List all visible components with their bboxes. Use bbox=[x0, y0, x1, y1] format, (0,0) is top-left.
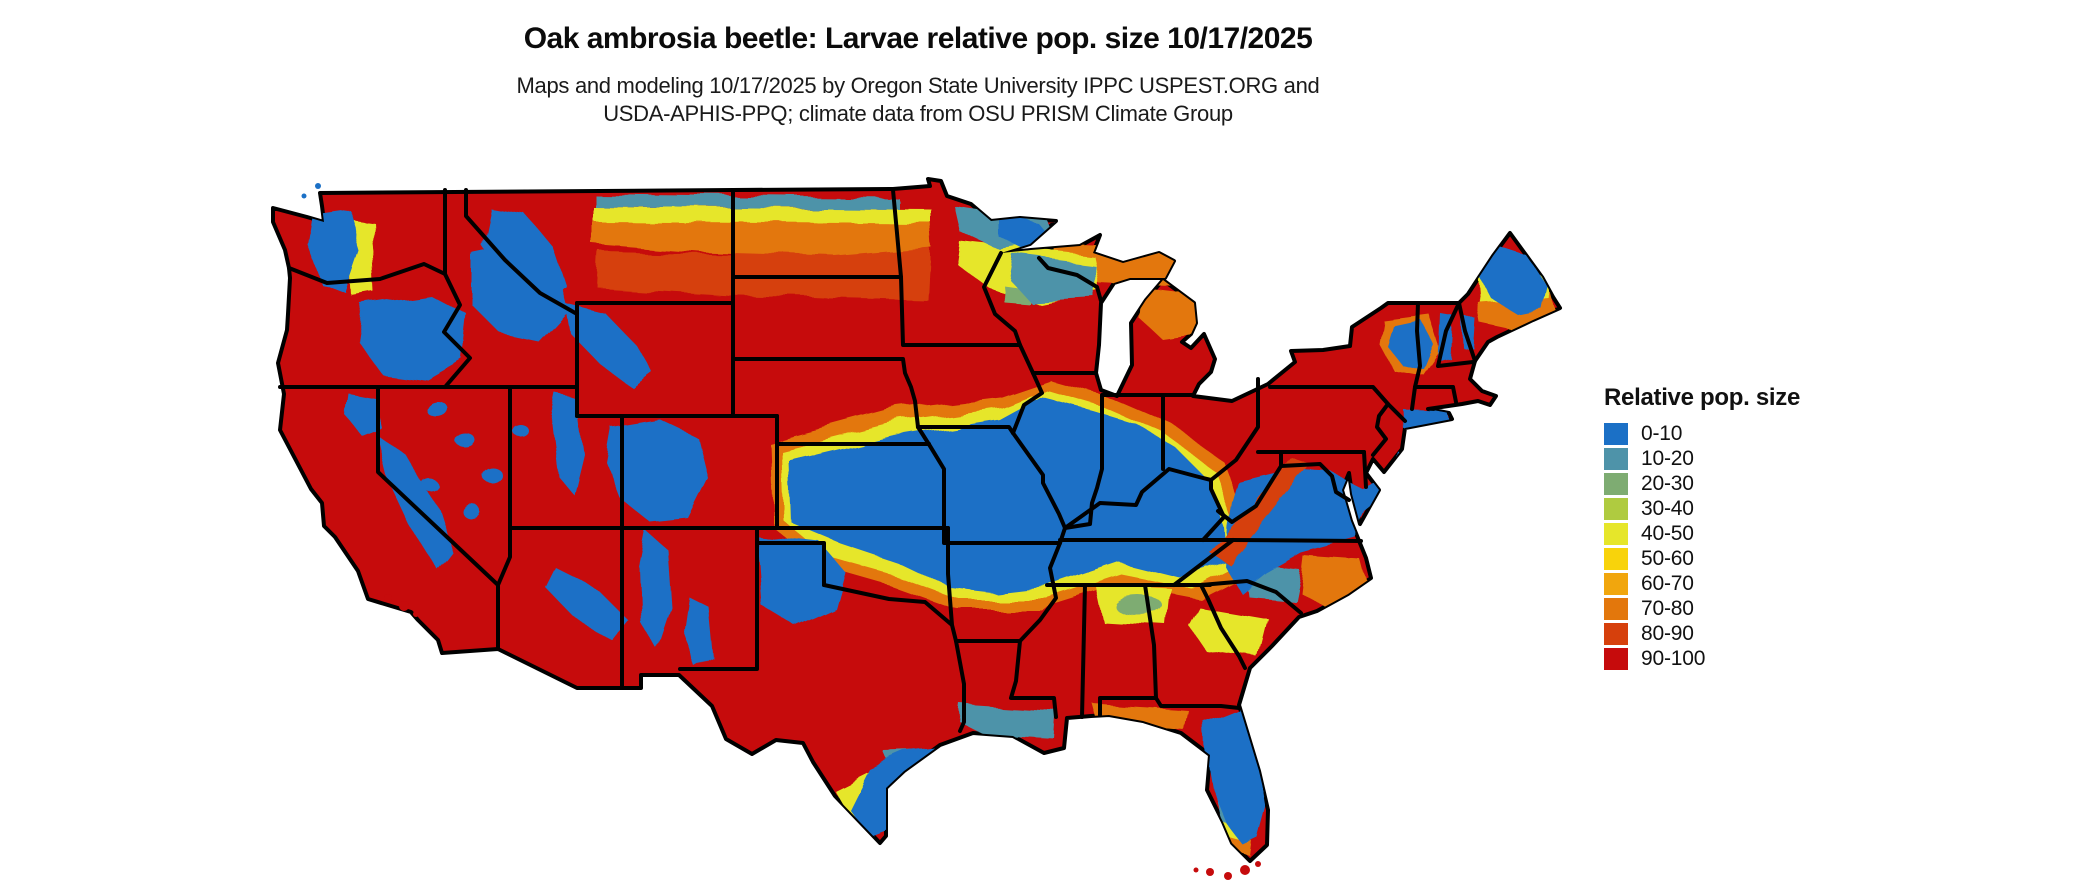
legend-bin-label: 40-50 bbox=[1641, 522, 1694, 545]
legend-row: 80-90 bbox=[1604, 622, 1800, 645]
title-block: Oak ambrosia beetle: Larvae relative pop… bbox=[0, 22, 1836, 128]
legend-row: 10-20 bbox=[1604, 447, 1800, 470]
page-title: Oak ambrosia beetle: Larvae relative pop… bbox=[523, 22, 1313, 55]
legend-bin-label: 70-80 bbox=[1641, 597, 1694, 620]
legend-row: 70-80 bbox=[1604, 597, 1800, 620]
subtitle-line-1: Maps and modeling 10/17/2025 by Oregon S… bbox=[516, 73, 1320, 98]
florida-keys bbox=[1193, 861, 1261, 880]
map-legend: Relative pop. size 0-10 10-20 20-30 30-40 40… bbox=[1604, 384, 1800, 673]
legend-row: 20-30 bbox=[1604, 472, 1800, 495]
legend-row: 60-70 bbox=[1604, 572, 1800, 595]
population-raster bbox=[307, 194, 1558, 856]
legend-bin-label: 0-10 bbox=[1641, 422, 1683, 445]
legend-row: 30-40 bbox=[1604, 497, 1800, 520]
legend-swatch bbox=[1604, 448, 1628, 470]
legend-bin-label: 10-20 bbox=[1641, 447, 1694, 470]
legend-bin-label: 20-30 bbox=[1641, 472, 1694, 495]
legend-bin-label: 90-100 bbox=[1641, 647, 1706, 670]
legend-swatch bbox=[1604, 648, 1628, 670]
subtitle-line-2: USDA-APHIS-PPQ; climate data from OSU PR… bbox=[603, 101, 1233, 126]
legend-swatch bbox=[1604, 548, 1628, 570]
legend-bin-label: 50-60 bbox=[1641, 547, 1694, 570]
legend-row: 50-60 bbox=[1604, 547, 1800, 570]
legend-swatch bbox=[1604, 623, 1628, 645]
legend-bin-label: 30-40 bbox=[1641, 497, 1694, 520]
legend-row: 0-10 bbox=[1604, 422, 1800, 445]
legend-bin-label: 80-90 bbox=[1641, 622, 1694, 645]
legend-bins: 0-10 10-20 20-30 30-40 40-50 50-60 60-70 70-80 8… bbox=[1604, 422, 1800, 670]
legend-swatch bbox=[1604, 473, 1628, 495]
legend-swatch bbox=[1604, 523, 1628, 545]
legend-swatch bbox=[1604, 598, 1628, 620]
legend-swatch bbox=[1604, 573, 1628, 595]
legend-row: 40-50 bbox=[1604, 522, 1800, 545]
map-subtitle: Maps and modeling 10/17/2025 by Oregon S… bbox=[0, 72, 1836, 128]
legend-title: Relative pop. size bbox=[1604, 384, 1800, 411]
legend-swatch bbox=[1604, 423, 1628, 445]
legend-row: 90-100 bbox=[1604, 647, 1800, 670]
state-borders bbox=[278, 188, 1477, 733]
legend-swatch bbox=[1604, 498, 1628, 520]
puget-islands bbox=[301, 183, 321, 199]
legend-bin-label: 60-70 bbox=[1641, 572, 1694, 595]
channel-islands bbox=[384, 594, 419, 617]
